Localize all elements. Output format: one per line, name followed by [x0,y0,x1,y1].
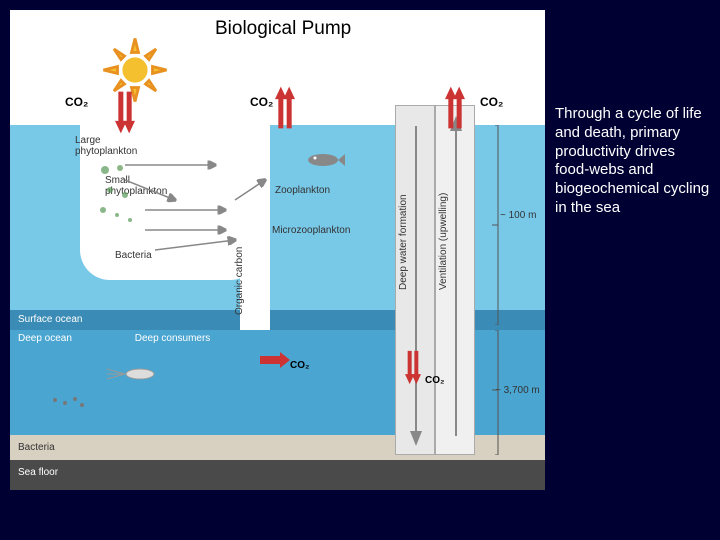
co2-label-3: CO₂ [480,95,503,109]
co2-label-4: CO₂ [290,360,309,371]
arrow-right-icon [260,350,290,370]
organic-carbon-label: Organic carbon [234,225,245,315]
arrow-up-icon-1 [275,85,295,130]
deep-consumers-label: Deep consumers [135,333,211,344]
depth-3700m: ~ 3,700 m [495,385,540,396]
page-title: Biological Pump [205,12,405,46]
squid-icon [105,365,155,388]
seafloor-layer: Sea floor [10,460,545,490]
arrow-down-icon [115,90,135,135]
arrow-up-icon-2 [445,85,465,130]
co2-label-5: CO₂ [425,375,444,386]
foodweb-arrows-icon [95,150,345,290]
sidebar-description: Through a cycle of life and death, prima… [555,105,710,218]
depth-bracket-deep-icon [490,330,500,455]
co2-label-1: CO₂ [65,95,88,109]
diagram-area: Surface ocean Deep ocean Deep consumers … [10,10,545,490]
arrow-down-deep-icon [405,350,421,385]
bacteria-dots-icon [50,395,90,415]
sun-icon [100,35,170,105]
co2-label-2: CO₂ [250,95,273,109]
deep-ocean-text: Deep ocean [18,333,72,344]
deep-water-label: Deep water formation [398,160,409,290]
depth-bracket-surface-icon [490,125,500,325]
depth-100m: ~ 100 m [500,210,536,221]
ventilation-label: Ventilation (upwelling) [438,160,449,290]
